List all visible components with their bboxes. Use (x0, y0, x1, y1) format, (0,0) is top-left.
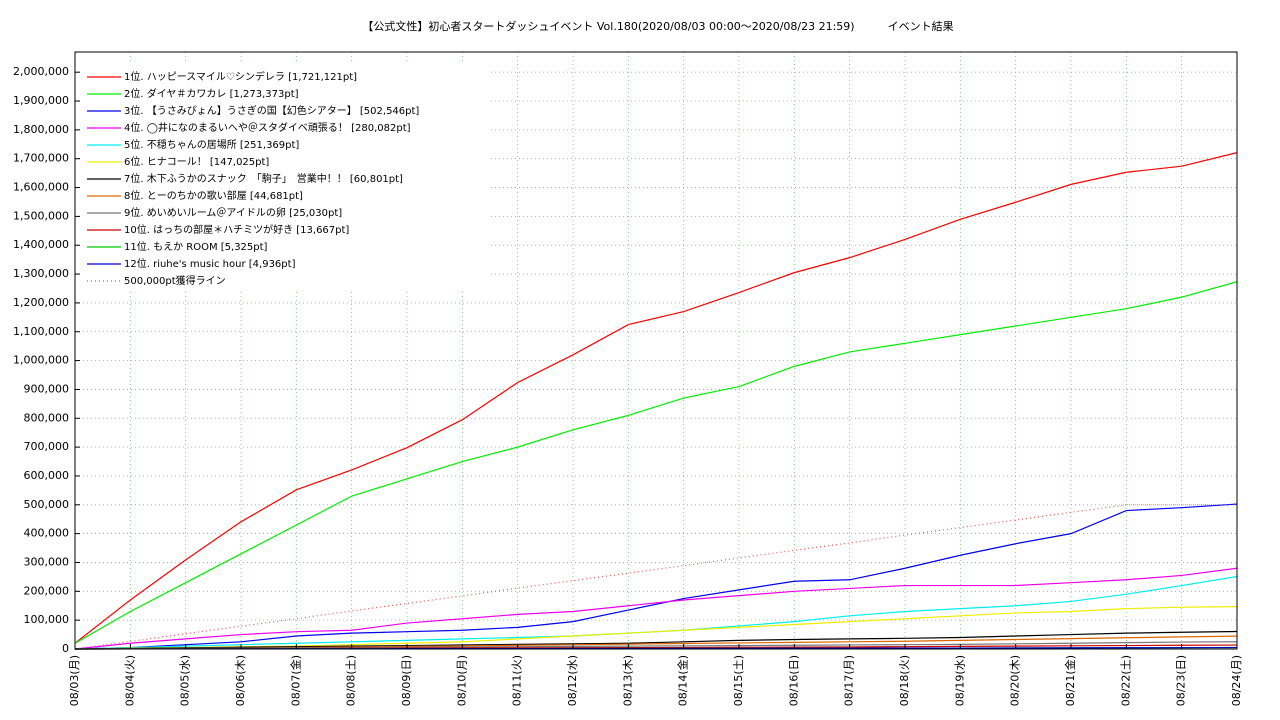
y-tick-label: 1,300,000 (13, 267, 69, 280)
legend-label: 12位. riuhe's music hour [4,936pt] (124, 257, 296, 270)
y-tick-label: 1,200,000 (13, 296, 69, 309)
legend-label: 3位. 【うさみぴょん】うさぎの国【幻色シアター】 [502,546pt] (124, 104, 419, 117)
x-tick-label: 08/13(木) (621, 655, 634, 706)
series-line (74, 567, 1238, 650)
legend-label: 6位. ヒナコール！ [147,025pt] (124, 155, 269, 168)
x-tick-label: 08/09(日) (400, 655, 413, 706)
x-tick-label: 08/08(土) (345, 655, 358, 706)
x-tick-label: 08/17(月) (843, 655, 856, 706)
x-tick-label: 08/16(日) (787, 655, 800, 706)
y-tick-label: 700,000 (24, 440, 70, 453)
plot-frame (74, 51, 1238, 650)
x-tick-label: 08/11(火) (511, 655, 524, 706)
y-tick-label: 400,000 (24, 527, 70, 540)
lines (74, 152, 1238, 650)
y-tick-label: 1,800,000 (13, 123, 69, 136)
legend-label: 5位. 不穏ちゃんの居場所 [251,369pt] (124, 138, 299, 151)
legend-label: 11位. もえか ROOM [5,325pt] (124, 240, 268, 253)
legend-label: 8位. とーのちかの歌い部屋 [44,681pt] (124, 189, 303, 202)
x-tick-label: 08/04(火) (123, 655, 136, 706)
legend-label: 1位. ハッピースマイル♡シンデレラ [1,721,121pt] (124, 70, 357, 83)
x-tick-label: 08/07(金) (288, 655, 302, 706)
x-tick-label: 08/03(月) (68, 655, 81, 706)
x-tick-label: 08/20(木) (1009, 655, 1022, 706)
x-tick-label: 08/05(水) (179, 655, 192, 706)
x-tick-label: 08/06(木) (234, 655, 247, 706)
legend-label: 2位. ダイヤ＃カワカレ [1,273,373pt] (124, 87, 299, 100)
x-tick-label: 08/18(火) (898, 655, 911, 706)
series-line (74, 630, 1238, 650)
legend-label: 500,000pt獲得ライン (124, 274, 226, 287)
x-tick-label: 08/22(土) (1119, 655, 1132, 706)
y-tick-label: 1,700,000 (13, 152, 69, 165)
grid (74, 52, 1238, 650)
x-tick-label: 08/12(水) (566, 655, 579, 706)
y-tick-label: 100,000 (24, 613, 70, 626)
x-tick-label: 08/10(月) (455, 655, 468, 706)
y-tick-label: 900,000 (24, 382, 70, 395)
y-tick-label: 1,500,000 (13, 209, 69, 222)
y-tick-label: 1,600,000 (13, 181, 69, 194)
y-tick-label: 1,100,000 (13, 325, 69, 338)
y-tick-label: 1,900,000 (13, 94, 69, 107)
x-tick-label: 08/14(金) (676, 655, 690, 706)
y-tick-label: 1,000,000 (13, 354, 69, 367)
y-tick-label: 0 (62, 642, 69, 655)
legend: 1位. ハッピースマイル♡シンデレラ [1,721,121pt] 2位. ダイヤ＃… (80, 64, 490, 292)
x-tick-label: 08/21(金) (1063, 655, 1077, 706)
series-line (74, 281, 1238, 644)
x-tick-label: 08/19(水) (953, 655, 966, 706)
y-tick-label: 2,000,000 (13, 65, 69, 78)
y-tick-label: 500,000 (24, 498, 70, 511)
legend-label: 10位. はっちの部屋＊ハチミツが好き [13,667pt] (124, 223, 349, 236)
y-tick-label: 600,000 (24, 469, 70, 482)
x-tick-label: 08/23(日) (1175, 655, 1188, 706)
legend-label: 9位. めいめいルーム＠アイドルの卵 [25,030pt] (124, 206, 342, 219)
x-tick-label: 08/15(土) (732, 655, 745, 706)
y-tick-label: 1,400,000 (13, 238, 69, 251)
chart-title: 【公式文性】初心者スタートダッシュイベント Vol.180(2020/08/03… (362, 19, 953, 33)
legend-label: 4位. ◯井になのまるいへや＠スタダイベ頑張る！ [280,082pt] (124, 121, 411, 134)
series-line (74, 503, 1238, 650)
legend-box (80, 64, 490, 292)
legend-label: 7位. 木下ふうかのスナック 「駒子」 営業中！！ [60,801pt] (124, 172, 403, 185)
y-tick-label: 300,000 (24, 555, 70, 568)
x-tick-label: 08/24(月) (1230, 655, 1243, 706)
y-tick-label: 800,000 (24, 411, 70, 424)
y-tick-label: 200,000 (24, 584, 70, 597)
series-line (74, 152, 1238, 644)
axes: 0 100,000 200,000 300,000 400,000 500,000 600,… (13, 65, 1243, 706)
